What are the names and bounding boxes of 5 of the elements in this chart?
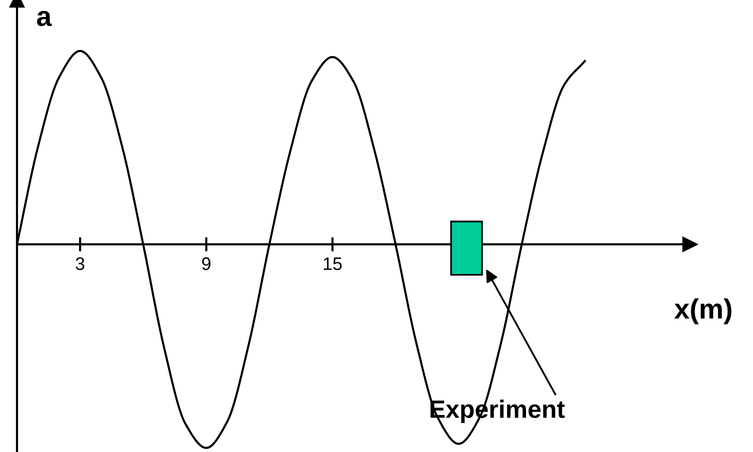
y-axis-title: a [37, 10, 52, 26]
x-tick-label: 3 [76, 257, 84, 270]
x-axis-title: x(m) [674, 298, 732, 324]
x-tick-label: 15 [324, 257, 342, 270]
x-tick-label: 9 [202, 257, 210, 270]
